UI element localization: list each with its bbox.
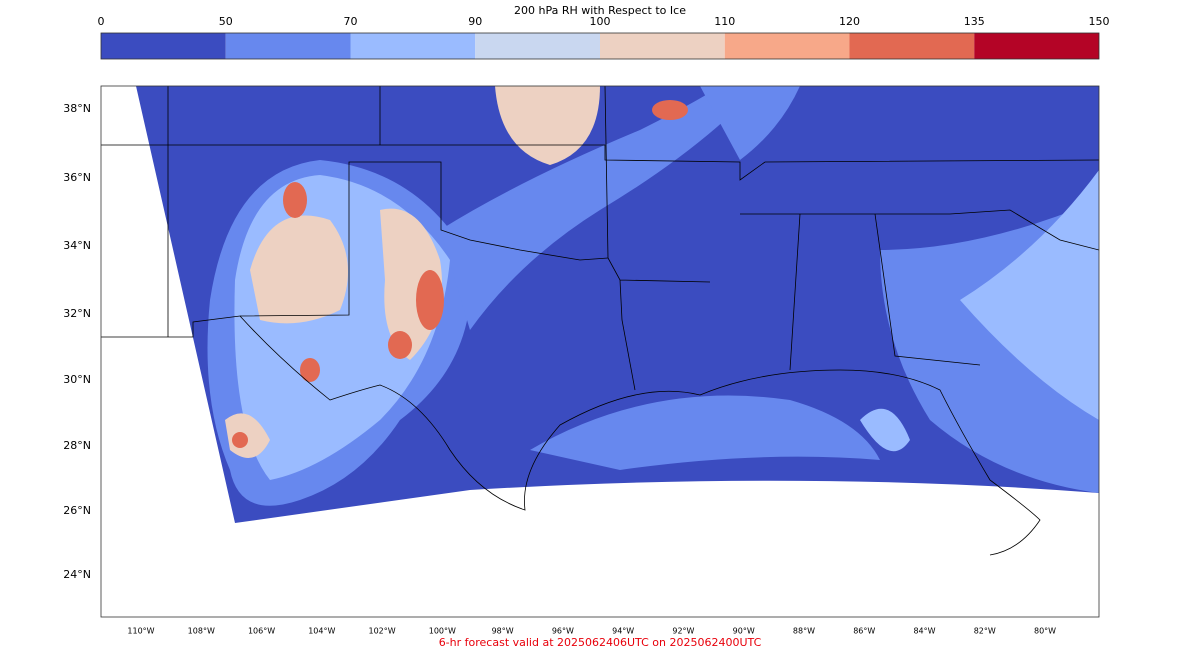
colorbar-segment — [724, 33, 850, 59]
colorbar-tick-label: 70 — [344, 15, 358, 28]
lon-labels: 110°W 108°W 106°W 104°W 102°W 100°W 98°W 96°W 94… — [127, 627, 1056, 636]
colorbar-segment — [974, 33, 1099, 59]
map-frame — [100, 85, 1100, 618]
colorbar-tick-label: 150 — [1089, 15, 1110, 28]
colorbar-segment — [350, 33, 476, 59]
colorbar-frame — [100, 32, 1100, 60]
colorbar-tick-label: 135 — [964, 15, 985, 28]
footer: 6-hr forecast valid at 2025062406UTC on … — [439, 636, 762, 649]
lon-label: 102°W — [368, 627, 395, 636]
colorbar-tick-label: 120 — [839, 15, 860, 28]
lat-label: 36°N — [63, 171, 91, 184]
rh-contours-4 — [232, 100, 688, 448]
colorbar: 0 50 70 90 100 110 120 135 150 — [98, 15, 1110, 59]
colorbar-segment — [600, 33, 725, 59]
lon-label: 92°W — [672, 627, 694, 636]
lon-label: 96°W — [552, 627, 574, 636]
lon-label: 100°W — [429, 627, 456, 636]
lat-label: 30°N — [63, 373, 91, 386]
colorbar-segment — [849, 33, 975, 59]
lat-label: 26°N — [63, 504, 91, 517]
colorbar-tick-label: 50 — [219, 15, 233, 28]
colorbar-tick-label: 100 — [590, 15, 611, 28]
boundaries — [101, 86, 1099, 556]
lon-label: 108°W — [188, 627, 215, 636]
lon-label: 90°W — [733, 627, 755, 636]
colorbar-segment — [101, 33, 226, 59]
lon-label: 84°W — [913, 627, 935, 636]
lon-label: 82°W — [974, 627, 996, 636]
lat-label: 28°N — [63, 439, 91, 452]
lon-label: 94°W — [612, 627, 634, 636]
colorbar-segment — [475, 33, 600, 59]
lon-label: 110°W — [127, 627, 154, 636]
lat-label: 38°N — [63, 102, 91, 115]
lat-label: 32°N — [63, 307, 91, 320]
colorbar-tick-label: 0 — [98, 15, 105, 28]
lon-label: 88°W — [793, 627, 815, 636]
lon-label: 80°W — [1034, 627, 1056, 636]
lat-labels: 38°N 36°N 34°N 32°N 30°N 28°N 26°N 24°N — [63, 102, 91, 581]
lat-label: 34°N — [63, 239, 91, 252]
lon-label: 86°W — [853, 627, 875, 636]
colorbar-segment — [225, 33, 351, 59]
lon-label: 104°W — [308, 627, 335, 636]
lon-label: 98°W — [492, 627, 514, 636]
map — [100, 85, 1100, 618]
colorbar-title: 200 hPa RH with Respect to Ice — [514, 4, 686, 17]
colorbar-tick-label: 90 — [468, 15, 482, 28]
colorbar-tick-label: 110 — [714, 15, 735, 28]
lon-label: 106°W — [248, 627, 275, 636]
lat-label: 24°N — [63, 568, 91, 581]
